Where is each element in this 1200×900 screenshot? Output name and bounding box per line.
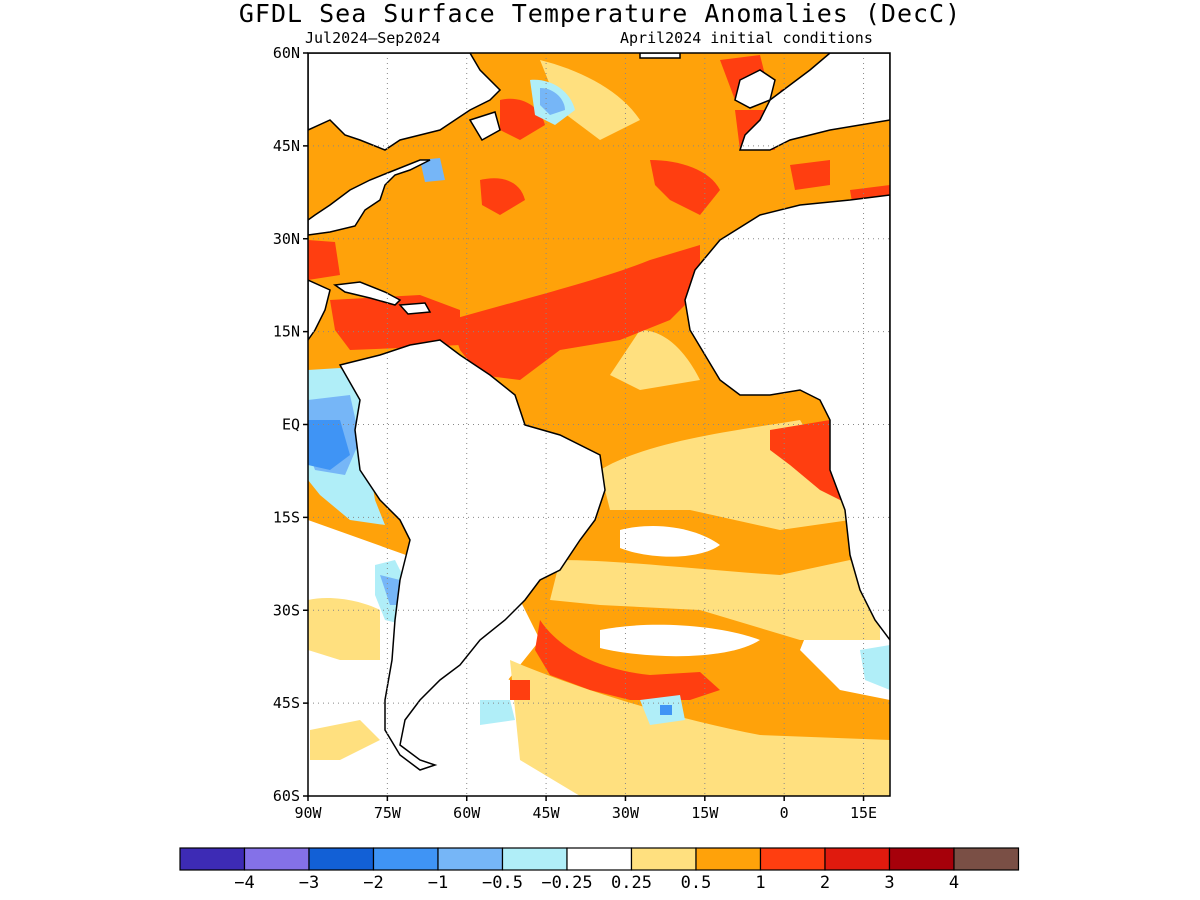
colorbar-label: −2	[363, 873, 383, 893]
lon-tick-label: 90W	[294, 804, 322, 822]
colorbar-label: 3	[884, 873, 894, 893]
map-area	[308, 53, 890, 796]
graticule	[308, 53, 890, 796]
lat-tick-label: EQ	[282, 416, 300, 434]
lat-tick-label: 15N	[273, 323, 300, 341]
lat-tick-label: 15S	[273, 508, 300, 526]
colorbar-swatch	[566, 847, 633, 871]
lon-tick-label: 0	[780, 804, 789, 822]
iceland-landmass	[639, 53, 681, 59]
newfoundland-landmass	[468, 111, 501, 142]
colorbar-swatch	[437, 847, 504, 871]
colorbar-label: 1	[755, 873, 765, 893]
colorbar-label: 4	[949, 873, 959, 893]
colorbar-swatch	[308, 847, 375, 871]
europe-landmass	[738, 53, 890, 151]
colorbar-label: −0.25	[541, 873, 592, 893]
initial-conditions: April2024 initial conditions	[620, 29, 873, 47]
colorbar-swatch	[179, 847, 246, 871]
colorbar-label: −4	[234, 873, 254, 893]
lat-tick-label: 45S	[273, 694, 300, 712]
colorbar-swatch	[630, 847, 697, 871]
colorbar-label: −3	[299, 873, 319, 893]
colorbar-swatch	[759, 847, 826, 871]
lat-tick-label: 60N	[273, 44, 300, 62]
colorbar-label: 0.25	[611, 873, 652, 893]
colorbar-label: 0.5	[681, 873, 712, 893]
lat-tick-label: 30S	[273, 601, 300, 619]
north-america-landmass	[308, 53, 502, 151]
central-america-landmass	[308, 279, 331, 342]
colorbar-swatch	[824, 847, 891, 871]
colorbar-label: 2	[820, 873, 830, 893]
colorbar-swatch	[695, 847, 762, 871]
north-america-east-coast	[308, 159, 431, 236]
lon-tick-label: 45W	[533, 804, 561, 822]
british-isles-landmass	[734, 69, 776, 109]
colorbar: −4 −3 −2 −1 −0.5 −0.25 0.25 0.5 1 2 3 4	[179, 847, 1020, 893]
colorbar-label: −0.5	[482, 873, 523, 893]
colorbar-swatch	[501, 847, 568, 871]
lon-tick-label: 15W	[691, 804, 719, 822]
landmasses	[308, 53, 890, 771]
latitude-ticks: 60N 45N 30N 15N EQ 15S 30S 45S 60S	[273, 44, 308, 805]
map-title: GFDL Sea Surface Temperature Anomalies (…	[238, 0, 962, 28]
longitude-ticks: 90W 75W 60W 45W 30W 15W 0 15E	[294, 796, 877, 822]
africa-landmass	[684, 194, 890, 642]
colorbar-label: −1	[428, 873, 448, 893]
lon-tick-label: 60W	[453, 804, 481, 822]
colorbar-swatch	[243, 847, 310, 871]
colorbar-swatch	[953, 847, 1020, 871]
lat-tick-label: 60S	[273, 787, 300, 805]
cuba-landmass	[332, 281, 402, 306]
colorbar-swatch	[888, 847, 955, 871]
forecast-period: Jul2024—Sep2024	[305, 29, 441, 47]
lat-tick-label: 45N	[273, 137, 300, 155]
south-america-landmass	[338, 339, 606, 771]
lon-tick-label: 30W	[612, 804, 640, 822]
lon-tick-label: 75W	[374, 804, 402, 822]
hispaniola-landmass	[398, 302, 432, 315]
colorbar-swatch	[372, 847, 439, 871]
lat-tick-label: 30N	[273, 230, 300, 248]
lon-tick-label: 15E	[850, 804, 877, 822]
